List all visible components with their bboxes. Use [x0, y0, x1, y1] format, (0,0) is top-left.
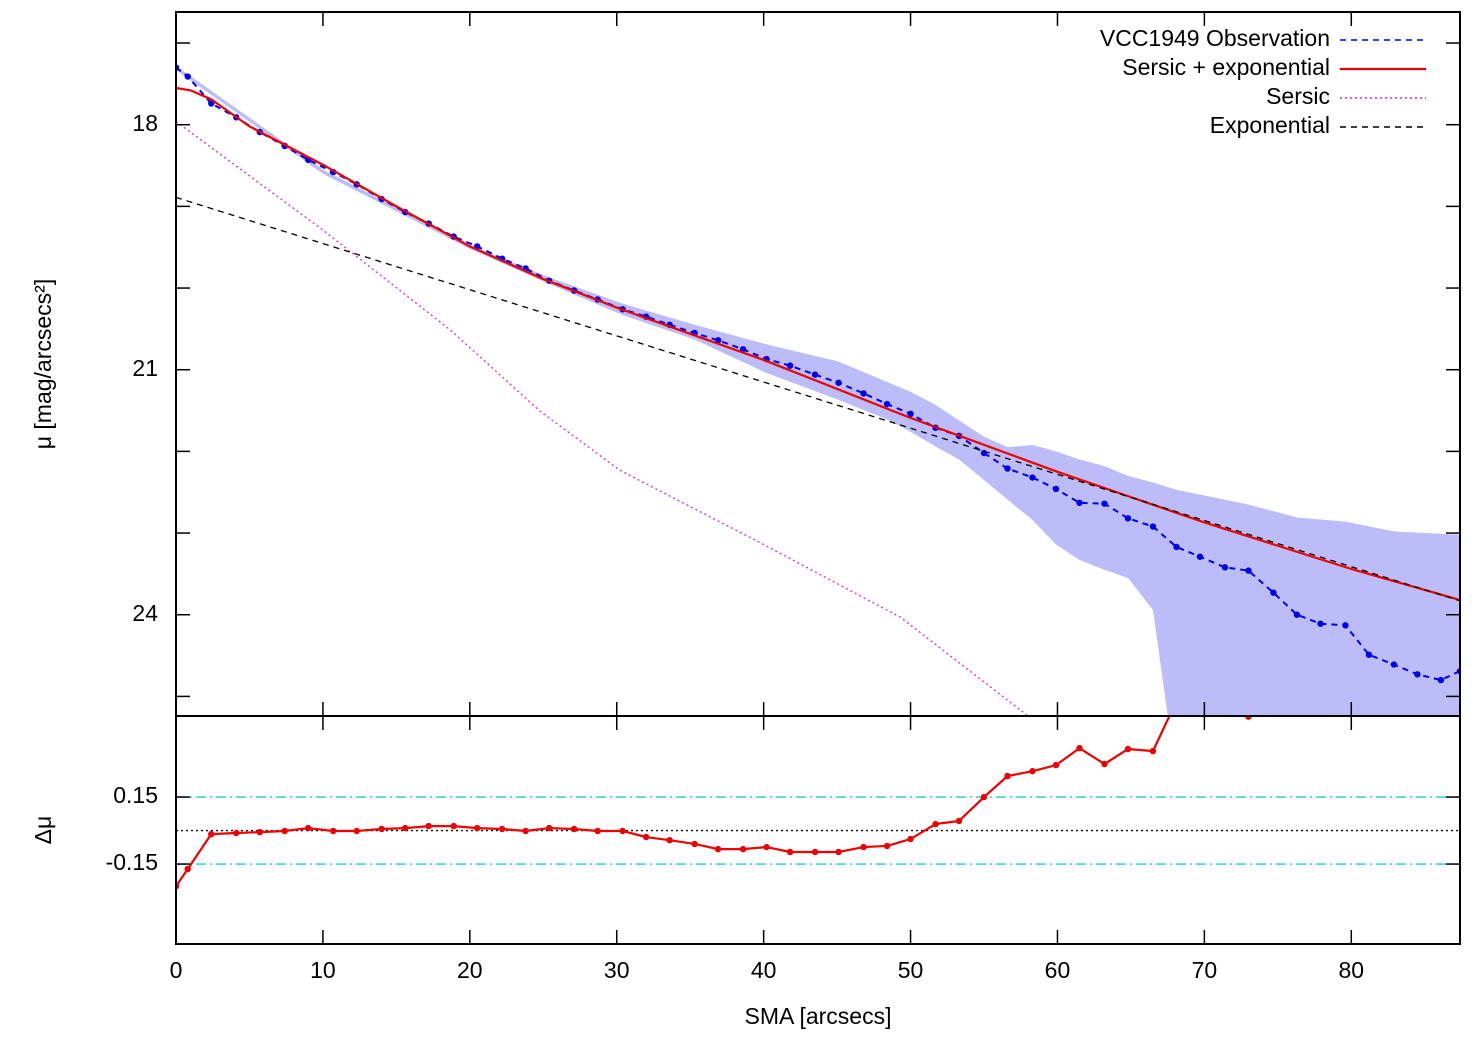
data-point [619, 827, 626, 835]
legend-label: Sersic [1266, 83, 1330, 109]
data-point [1076, 744, 1083, 752]
legend-label: Sersic + exponential [1122, 54, 1330, 80]
data-point [714, 337, 722, 344]
data-point [1149, 523, 1157, 530]
data-point [184, 73, 191, 80]
data-point [208, 100, 215, 107]
data-point [378, 825, 385, 833]
data-point [883, 842, 891, 850]
data-point [1414, 671, 1421, 678]
data-point [739, 845, 747, 853]
plot-area [176, 64, 1460, 716]
data-point [883, 400, 891, 408]
data-point [980, 793, 988, 801]
data-point [1101, 500, 1108, 507]
data-point [570, 825, 578, 833]
data-point [425, 822, 432, 830]
y-axis-label: Δμ [30, 816, 56, 845]
x-tick-label: 50 [898, 957, 924, 983]
x-tick-label: 10 [310, 957, 336, 983]
data-point [1365, 651, 1373, 658]
data-point [1245, 567, 1252, 574]
data-point [450, 822, 457, 830]
data-point [811, 371, 819, 378]
y-axis-label: μ [mag/arcsecs²] [30, 279, 56, 449]
data-point [545, 824, 553, 832]
y-tick-label: 24 [132, 600, 158, 626]
data-point [1173, 543, 1180, 551]
data-point [256, 828, 263, 836]
data-point [714, 845, 722, 853]
data-point [1149, 747, 1157, 755]
data-point [932, 820, 939, 828]
data-point [1052, 761, 1060, 769]
x-tick-label: 70 [1192, 957, 1218, 983]
data-point [1317, 620, 1324, 627]
data-point [1029, 767, 1036, 775]
data-point [955, 817, 963, 825]
data-point [329, 827, 337, 835]
data-point [1221, 564, 1229, 571]
data-point [594, 827, 601, 835]
y-tick-label: 18 [132, 110, 158, 136]
data-point [208, 830, 215, 838]
y-tick-label: 21 [132, 355, 158, 381]
data-point [1196, 553, 1204, 560]
data-point [184, 865, 191, 873]
data-point [1052, 485, 1060, 493]
legend-label: Exponential [1210, 112, 1330, 138]
y-tick-label: 0.15 [113, 782, 158, 808]
data-point [860, 390, 867, 397]
data-point [401, 824, 409, 832]
data-point [498, 825, 506, 833]
plot-frame [175, 715, 1461, 945]
series-line [176, 716, 1249, 887]
data-point [473, 824, 481, 832]
data-point [1004, 772, 1011, 780]
data-point [811, 848, 819, 856]
x-tick-label: 60 [1045, 957, 1071, 983]
data-point [1390, 661, 1398, 668]
x-tick-label: 30 [604, 957, 630, 983]
data-point [1270, 589, 1277, 596]
data-point [907, 410, 914, 418]
data-point [666, 836, 673, 844]
x-axis-label: SMA [arcsecs] [745, 1003, 892, 1029]
data-point [1029, 474, 1036, 481]
data-point [835, 379, 842, 386]
series-line [176, 120, 1029, 716]
error-band [176, 65, 1460, 716]
data-point [835, 848, 842, 856]
data-point [1437, 676, 1445, 684]
data-point [353, 827, 360, 835]
y-tick-label: -0.15 [106, 849, 158, 875]
data-point [786, 362, 794, 369]
data-point [305, 824, 312, 832]
data-point [786, 848, 794, 856]
data-point [522, 827, 529, 835]
data-point [1124, 745, 1132, 753]
data-point [860, 843, 867, 851]
data-point [233, 829, 240, 837]
x-tick-label: 40 [751, 957, 777, 983]
data-point [907, 835, 914, 843]
series-line [176, 196, 1460, 602]
data-point [1101, 760, 1108, 768]
legend-label: VCC1949 Observation [1100, 25, 1330, 51]
data-point [642, 833, 650, 841]
x-tick-label: 0 [170, 957, 183, 983]
data-point [1124, 515, 1132, 522]
plot-area [176, 716, 1460, 890]
x-tick-label: 80 [1338, 957, 1364, 983]
data-point [1076, 499, 1083, 507]
data-point [1293, 611, 1301, 618]
x-tick-label: 20 [457, 957, 483, 983]
data-point [281, 827, 288, 835]
data-point [980, 449, 988, 457]
data-point [1004, 465, 1011, 472]
data-point [691, 840, 698, 848]
data-point [763, 843, 770, 851]
data-point [1342, 622, 1349, 629]
